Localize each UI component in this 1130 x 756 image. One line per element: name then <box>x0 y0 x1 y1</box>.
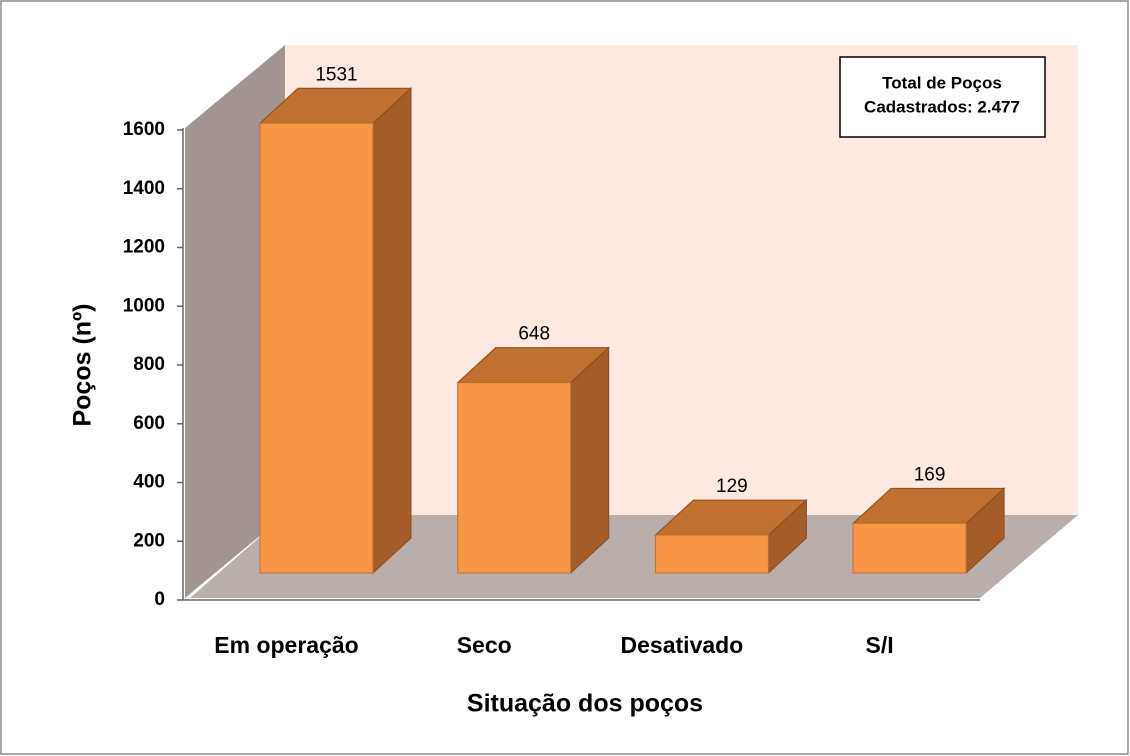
y-tick-label: 400 <box>133 472 165 493</box>
value-label: 648 <box>518 324 550 345</box>
bars <box>258 87 1006 575</box>
y-tick-label: 600 <box>133 413 165 434</box>
value-label: 129 <box>716 476 748 497</box>
annotation-box <box>839 56 1046 138</box>
y-tick-label: 1200 <box>123 237 165 258</box>
bar-side <box>570 346 610 575</box>
bar <box>654 534 769 574</box>
x-tick-label: Seco <box>457 632 512 658</box>
bar <box>457 382 572 574</box>
x-tick-label: Em operação <box>214 632 358 658</box>
y-tick-label: 0 <box>154 589 165 610</box>
bar <box>259 122 374 574</box>
annotation-text: Total de Poços <box>882 73 1002 92</box>
y-tick-label: 1600 <box>123 119 165 140</box>
y-tick-label: 1400 <box>123 178 165 199</box>
y-tick-label: 800 <box>133 354 165 375</box>
bar-side <box>372 87 412 575</box>
annotation-text: Cadastrados: 2.477 <box>864 97 1020 116</box>
y-tick-label: 200 <box>133 530 165 551</box>
y-axis-label: Poços (nº) <box>69 303 97 426</box>
bar <box>852 522 967 574</box>
x-tick-label: S/I <box>866 632 894 658</box>
x-tick-label: Desativado <box>621 632 744 658</box>
value-label: 169 <box>914 464 946 485</box>
y-tick-label: 1000 <box>123 295 165 316</box>
x-axis-label: Situação dos poços <box>467 690 703 718</box>
value-label: 1531 <box>315 64 357 85</box>
